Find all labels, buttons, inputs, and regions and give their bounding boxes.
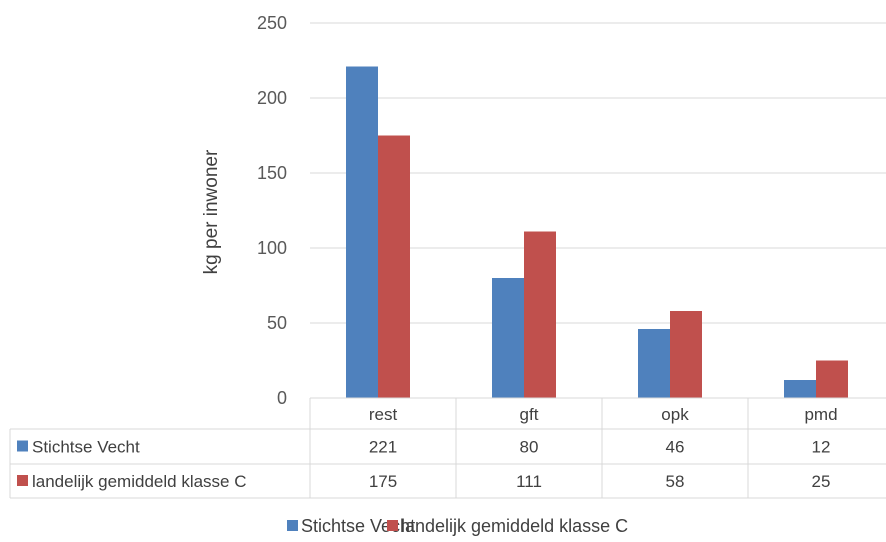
bar <box>524 231 556 398</box>
y-tick-label: 200 <box>257 88 287 108</box>
bar <box>492 278 524 398</box>
bar <box>816 360 848 398</box>
series-label: Stichtse Vecht <box>32 438 140 457</box>
bar <box>346 66 378 398</box>
category-label: opk <box>661 405 689 424</box>
legend-key <box>17 440 28 452</box>
bar <box>784 380 816 398</box>
y-tick-label: 0 <box>277 388 287 408</box>
table-cell-value: 111 <box>516 472 542 491</box>
bars <box>346 66 848 398</box>
y-tick-label: 150 <box>257 163 287 183</box>
y-tick-label: 100 <box>257 238 287 258</box>
table-cell-value: 46 <box>666 438 685 457</box>
y-axis-title: kg per inwoner <box>201 149 222 274</box>
category-label: pmd <box>804 405 837 424</box>
y-tick-label: 50 <box>267 313 287 333</box>
table-cell-value: 58 <box>666 472 685 491</box>
bar <box>670 311 702 398</box>
legend-label: Stichtse Vecht <box>301 516 415 536</box>
category-label: gft <box>520 405 539 424</box>
series-label: landelijk gemiddeld klasse C <box>32 472 247 491</box>
legend-label: landelijk gemiddeld klasse C <box>401 516 628 536</box>
table-cell-value: 25 <box>812 472 831 491</box>
legend-marker <box>287 520 298 531</box>
bar <box>378 135 410 398</box>
y-tick-labels: 0 50 100 150 200 250 <box>257 13 287 408</box>
y-tick-label: 250 <box>257 13 287 33</box>
category-label: rest <box>369 405 398 424</box>
table-cell-value: 175 <box>369 472 397 491</box>
table-cell-value: 80 <box>520 438 539 457</box>
table-cell-value: 12 <box>812 438 831 457</box>
legend-key <box>17 475 28 486</box>
bar <box>638 329 670 398</box>
data-table: rest gft opk pmd Stichtse Vecht 221 80 46 12 land… <box>9 397 886 499</box>
legend-marker <box>387 520 398 531</box>
table-cell-value: 221 <box>369 438 397 457</box>
